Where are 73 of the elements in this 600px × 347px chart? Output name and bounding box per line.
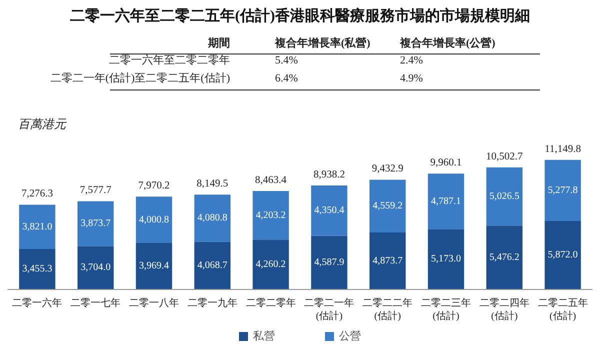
data-label: 3,704.0 (80, 262, 111, 274)
data-label: 4,787.1 (431, 196, 461, 207)
legend-label: 私營 (253, 330, 275, 342)
bar (136, 243, 172, 289)
data-label: 4,203.2 (256, 210, 286, 221)
x-tick-label: 二零二五年 (估計) (538, 297, 588, 322)
total-label: 9,960.1 (430, 158, 462, 169)
bar (544, 220, 581, 289)
text: 複合年增長率(公營) (399, 36, 496, 50)
text: 6.4% (275, 72, 298, 84)
text: 二零二一年(估計)至二零二五年(估計) (50, 72, 230, 84)
total-label: 8,938.2 (313, 169, 345, 180)
x-tick-label: 二零二二年 (估計) (362, 297, 413, 322)
data-label: 5,277.8 (548, 184, 578, 196)
y-axis-title: 百萬港元 (18, 117, 67, 131)
data-label: 4,559.2 (372, 200, 403, 212)
data-label: 3,969.4 (139, 260, 169, 272)
data-label: 5,476.2 (489, 252, 520, 263)
legend-label: 公營 (339, 330, 361, 342)
text: 4.9% (400, 72, 423, 84)
data-label: 4,000.8 (139, 214, 169, 226)
bar (194, 242, 231, 289)
bar (369, 180, 406, 233)
x-tick-label: 二零二零年 (246, 297, 296, 309)
data-label: 4,080.8 (197, 212, 228, 224)
x-tick-label: 二零一六年 (12, 297, 62, 309)
bar (77, 246, 114, 289)
text: 2.4% (400, 54, 423, 66)
total-label: 8,463.4 (255, 174, 288, 186)
data-label: 4,350.4 (314, 205, 344, 216)
bar (77, 201, 114, 246)
data-label: 3,821.0 (22, 221, 52, 232)
bar (311, 185, 348, 236)
bar (194, 194, 231, 242)
data-label: 4,587.9 (314, 256, 344, 268)
x-tick-label: 二零一九年 (187, 297, 238, 309)
bar (544, 160, 581, 221)
bar (428, 229, 464, 289)
bar (19, 204, 56, 249)
text: 期間 (207, 36, 230, 50)
x-tick-label: 二零一七年 (70, 297, 121, 309)
data-label: 4,260.2 (256, 258, 286, 270)
x-tick-label: 二零二一年 (估計) (304, 297, 354, 322)
data-label: 5,026.5 (489, 190, 520, 202)
text: 5.4% (275, 54, 298, 66)
text: 二零一六年至二零二零年 (109, 54, 230, 66)
data-label: 5,872.0 (548, 249, 578, 260)
text: 複合年增長率(私營) (274, 36, 371, 50)
bar (252, 190, 289, 240)
data-label: 5,173.0 (431, 254, 461, 265)
bar (19, 248, 56, 289)
x-tick-label: 二零一八年 (129, 297, 179, 309)
data-label: 4,873.7 (372, 255, 403, 266)
total-label: 7,577.7 (80, 185, 112, 196)
total-label: 7,276.3 (21, 188, 53, 200)
total-label: 9,432.9 (372, 164, 404, 175)
total-label: 11,149.8 (544, 144, 581, 155)
total-label: 8,149.5 (196, 178, 228, 190)
data-label: 3,873.7 (80, 218, 111, 230)
x-tick-label: 二零二三年 (估計) (421, 297, 471, 322)
bar (136, 196, 172, 244)
data-label: 4,068.7 (197, 260, 228, 271)
chart-title: 二零一六年至二零二五年(估計)香港眼科醫療服務市場的市場規模明細 (70, 6, 530, 24)
total-label: 10,502.7 (486, 151, 523, 162)
bar (252, 240, 289, 289)
bar (311, 236, 348, 289)
bar (428, 174, 464, 230)
data-label: 3,455.3 (22, 263, 52, 274)
x-tick-label: 二零二四年 (估計) (479, 297, 530, 322)
bar (369, 232, 406, 289)
bar (486, 167, 523, 226)
bar (486, 226, 523, 289)
total-label: 7,970.2 (138, 180, 170, 192)
